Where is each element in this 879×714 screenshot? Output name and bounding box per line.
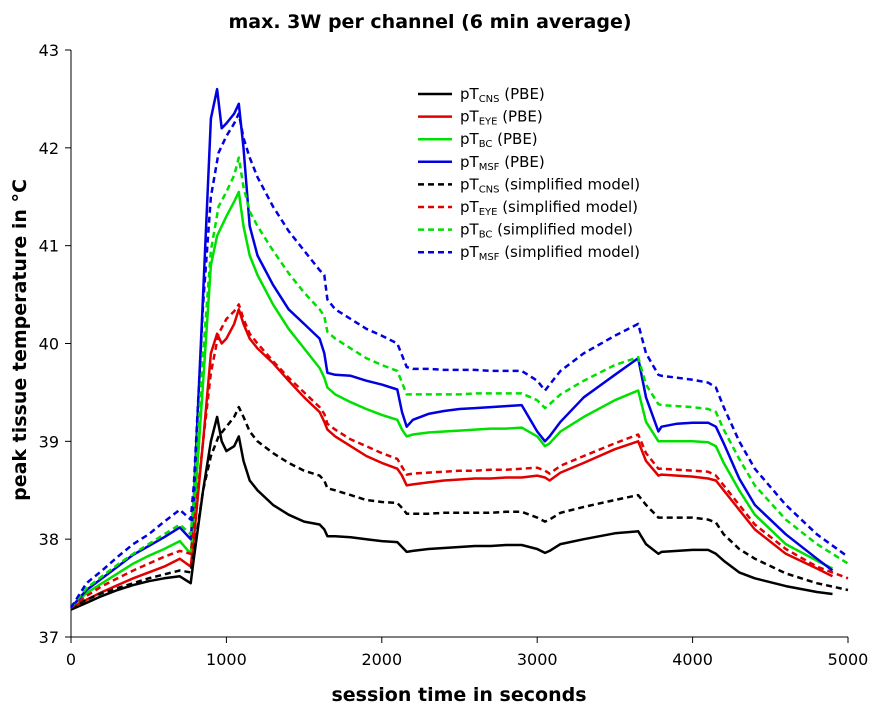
x-tick-label: 2000 (361, 650, 402, 669)
legend-entry: pTBC (simplified model) (460, 221, 633, 241)
series-line-ptcns-pbe (70, 415, 833, 611)
legend-entry: pTEYE (simplified model) (460, 198, 638, 218)
series-line-ptbc-pbe (70, 190, 834, 609)
series-line-ptcns-simplified-model (70, 405, 849, 609)
series-line-ptmsf-pbe (70, 87, 834, 609)
series-line-pteye-pbe (70, 308, 834, 609)
x-tick-label: 0 (66, 650, 76, 669)
chart-title: max. 3W per channel (6 min average) (228, 11, 631, 33)
axes: 0 1000 2000 3000 4000 5000 37 38 39 40 41 42 43 (39, 41, 869, 669)
legend: pTCNS (PBE) pTEYE (PBE)pTBC (PBE) pTMSF (P… (418, 85, 640, 263)
series-line-ptmsf-simplified-model (69, 112, 849, 609)
y-tick-label: 43 (39, 41, 59, 60)
x-tick-label: 4000 (672, 650, 713, 669)
legend-entry: pTCNS (simplified model) (460, 175, 640, 195)
legend-entry: pTMSF (simplified model) (460, 243, 640, 263)
x-axis-label: session time in seconds (331, 684, 586, 706)
series-layer (69, 87, 849, 611)
x-tick-label: 3000 (517, 650, 558, 669)
y-tick-label: 39 (39, 432, 59, 451)
y-tick-label: 42 (39, 139, 59, 158)
series-line-ptbc-simplified-model (70, 156, 849, 609)
x-tick-label: 1000 (206, 650, 247, 669)
y-tick-label: 41 (39, 237, 59, 256)
legend-entry: pTMSF (PBE) (460, 153, 545, 173)
legend-entry: pTCNS (PBE) (460, 85, 545, 105)
y-axis-label: peak tissue temperature in °C (9, 179, 31, 501)
y-tick-label: 40 (39, 335, 59, 354)
legend-entry: pTBC (PBE) (460, 130, 538, 150)
series-line-pteye-simplified-model (70, 303, 849, 609)
y-tick-label: 37 (39, 628, 59, 647)
y-tick-label: 38 (39, 530, 59, 549)
x-tick-label: 5000 (828, 650, 869, 669)
legend-entry: pTEYE (PBE) (460, 108, 543, 128)
